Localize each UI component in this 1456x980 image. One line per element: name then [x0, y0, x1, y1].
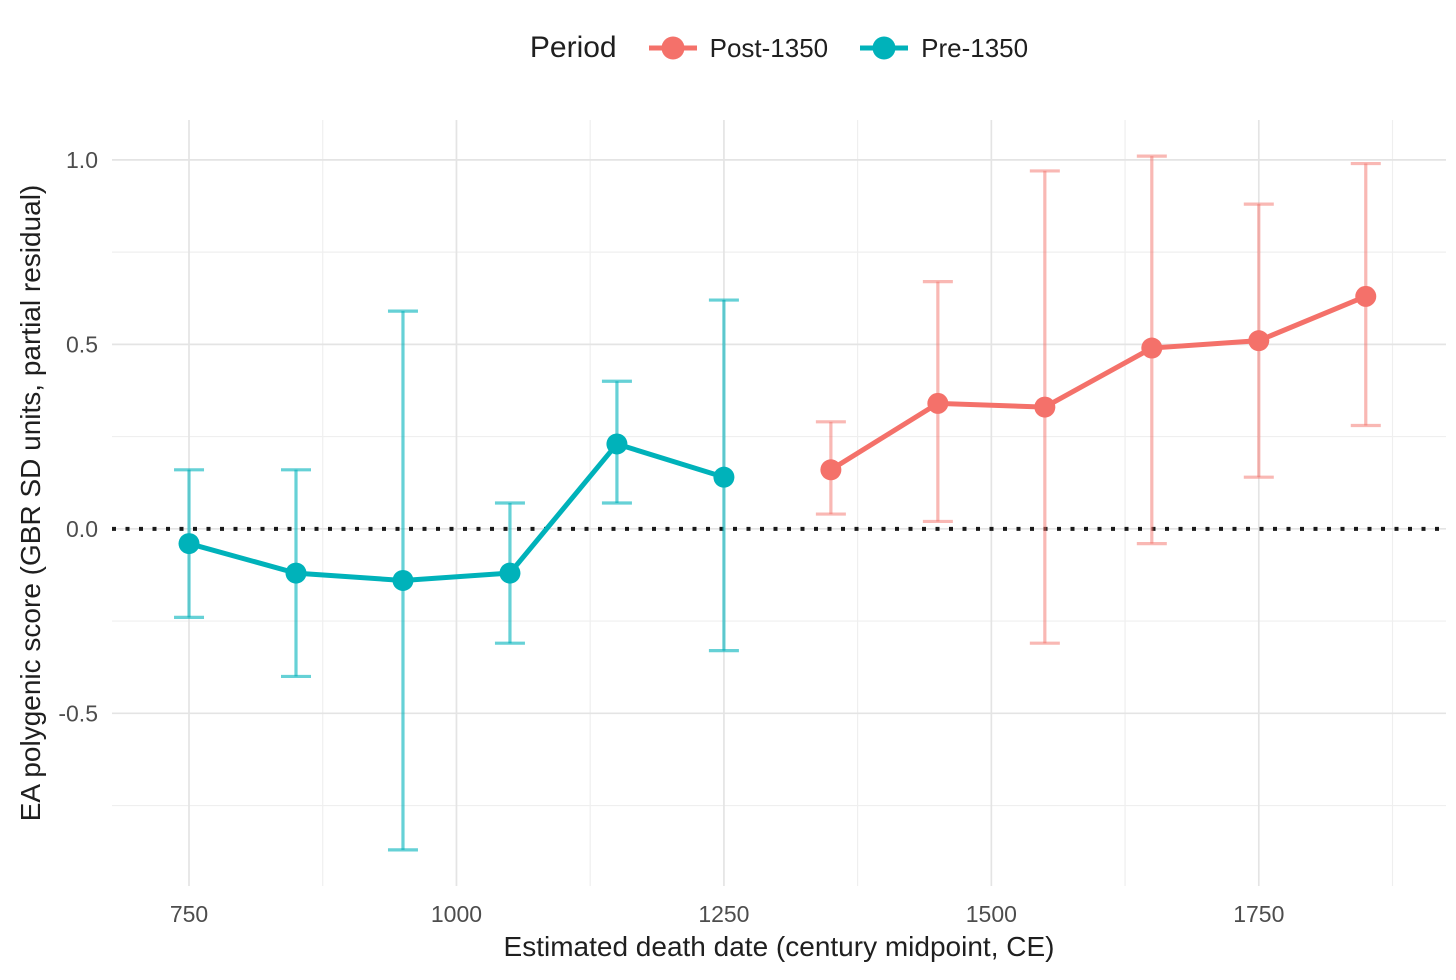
svg-text:-0.5: -0.5 [58, 700, 98, 726]
svg-text:1.0: 1.0 [66, 147, 98, 173]
legend-label-post-1350: Post-1350 [709, 32, 829, 63]
legend-key-post-1350-icon [648, 36, 697, 60]
legend-item-pre-1350: Pre-1350 [860, 33, 1028, 64]
svg-text:0.5: 0.5 [66, 331, 98, 357]
svg-text:750: 750 [170, 901, 208, 927]
gridlines-minor [112, 120, 1446, 886]
legend-key-pre-1350-icon [860, 36, 909, 60]
svg-text:1250: 1250 [698, 901, 749, 927]
svg-text:1500: 1500 [966, 901, 1017, 927]
svg-text:1000: 1000 [431, 901, 482, 927]
y-axis-title: EA polygenic score (GBR SD units, partia… [15, 184, 46, 822]
x-tick-labels: 750 1000 1250 1500 1750 [170, 901, 1285, 927]
legend-label-pre-1350: Pre-1350 [921, 32, 1029, 63]
series-post-1350-points [820, 285, 1377, 481]
legend-item-post-1350: Post-1350 [648, 32, 829, 64]
gridlines-major [112, 120, 1446, 886]
x-axis-title: Estimated death date (century midpoint, … [503, 931, 1055, 962]
legend: Period Post-1350 Pre-1350 [112, 28, 1446, 68]
y-tick-labels: 1.0 0.5 0.0 -0.5 [58, 147, 98, 726]
series-post-1350-errorbars [815, 154, 1381, 645]
series-pre-1350-line [186, 441, 727, 583]
series-post-1350-line [828, 293, 1369, 473]
legend-title: Period [529, 31, 617, 64]
series-pre-1350-points [178, 433, 735, 591]
svg-text:0.0: 0.0 [66, 516, 98, 542]
svg-text:1750: 1750 [1233, 901, 1284, 927]
